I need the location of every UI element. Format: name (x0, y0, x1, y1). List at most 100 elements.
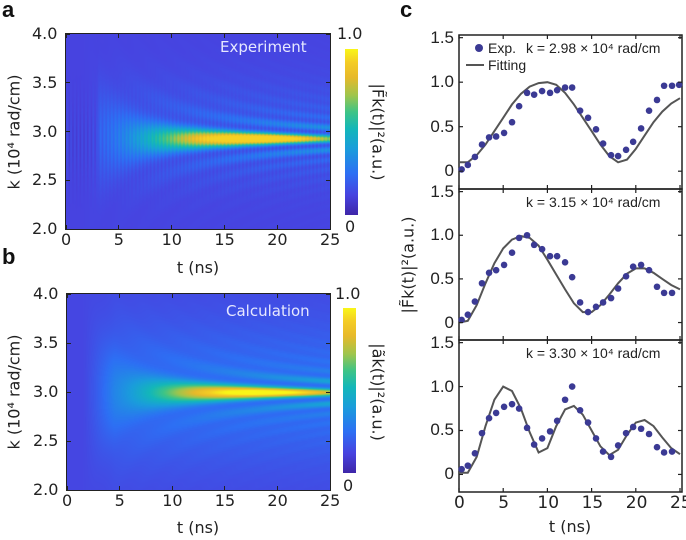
exp-data-point (471, 450, 479, 457)
x-tick-label: 5 (498, 493, 510, 513)
y-tick-label: 3.0 (32, 121, 58, 141)
x-tick-label: 0 (62, 491, 73, 510)
exp-data-point (622, 429, 630, 437)
exp-data-point (546, 89, 554, 97)
y-tick-label: 0 (444, 312, 454, 332)
exp-data-point (637, 425, 645, 433)
exp-data-point (592, 126, 600, 133)
x-tick-mark (223, 225, 226, 229)
y-tick-mark (67, 489, 71, 491)
exp-data-point (523, 89, 531, 97)
x-tick-mark (224, 486, 226, 490)
annotation-k-c2: k = 3.15 × 10⁴ rad/cm (526, 194, 661, 210)
y-tick-mark (67, 342, 71, 344)
exp-data-point (576, 107, 584, 114)
annotation-calculation: Calculation (226, 302, 310, 320)
y-tick-label: 0 (444, 161, 454, 181)
x-tick-label: 10 (161, 230, 182, 249)
exp-data-point (592, 435, 600, 442)
y-tick-label: 3.5 (33, 333, 59, 352)
exp-data-point (622, 146, 630, 154)
exp-data-point (500, 403, 508, 411)
exp-data-point (538, 87, 546, 95)
exp-data-point (645, 430, 653, 438)
exp-data-point (629, 263, 637, 270)
x-tick-mark-top (65, 34, 67, 38)
exp-data-point (530, 241, 538, 249)
x-tick-label: 20 (267, 491, 288, 510)
x-tick-mark (329, 486, 331, 490)
x-tick-mark (276, 225, 278, 229)
exp-data-point (637, 125, 645, 132)
exp-data-point (629, 138, 637, 146)
x-tick-label: 10 (537, 493, 560, 513)
y-tick-mark (67, 293, 71, 295)
exp-data-point (515, 102, 523, 110)
exp-data-point (637, 261, 645, 269)
colorbar-max-b: 1.0 (335, 284, 361, 303)
colorbar-b (343, 308, 356, 473)
exp-data-point (553, 417, 561, 425)
exp-data-point (660, 289, 668, 297)
exp-data-point (645, 266, 653, 274)
x-tick-label: 15 (581, 493, 604, 513)
annotation-experiment: Experiment (220, 38, 307, 56)
x-axis-label-a: t (ns) (176, 258, 220, 277)
exp-data-point (568, 273, 576, 281)
y-tick-mark-right (326, 33, 330, 35)
y-tick-mark-right (326, 342, 330, 344)
colorbar-a (345, 49, 358, 215)
x-tick-mark (329, 225, 331, 229)
exp-data-point (515, 405, 523, 412)
exp-data-point (546, 428, 554, 435)
x-tick-mark (119, 486, 121, 490)
exp-data-point (500, 261, 508, 269)
exp-data-point (675, 81, 683, 89)
legend-exp-label: Exp. (488, 40, 517, 56)
x-tick-label: 20 (625, 493, 648, 513)
exp-data-point (508, 249, 516, 257)
exp-data-point (599, 140, 607, 147)
exp-data-point (614, 442, 622, 449)
plot-frame-a (65, 33, 331, 230)
y-tick-label: 1.5 (430, 181, 454, 201)
y-tick-label: 0.5 (430, 116, 454, 136)
exp-data-point (530, 441, 538, 448)
fitting-line (459, 81, 681, 164)
exp-data-point (622, 272, 630, 280)
subplot-frame (458, 339, 683, 493)
x-tick-mark-top (171, 294, 173, 298)
x-tick-mark-top (223, 34, 226, 38)
exp-data-point (660, 449, 668, 456)
y-tick-label: 2.0 (33, 480, 59, 499)
y-tick-mark-right (326, 82, 330, 84)
fitting-line (458, 235, 681, 324)
y-tick-mark-right (326, 228, 330, 230)
x-tick-mark-top (118, 34, 120, 38)
y-tick-label: 2.5 (32, 170, 58, 190)
exp-data-point (653, 443, 661, 451)
exp-data-point (538, 245, 546, 253)
y-tick-mark (67, 440, 71, 442)
heatmap-experiment (66, 34, 330, 229)
y-tick-mark-right (326, 391, 330, 393)
exp-data-point (607, 294, 615, 302)
x-tick-label: 0 (454, 493, 465, 513)
plot-frame-b (66, 293, 331, 491)
exp-data-point (668, 289, 676, 297)
exp-data-point (458, 316, 465, 324)
y-tick-mark-right (326, 440, 330, 442)
panel-letter-a: a (2, 0, 15, 22)
exp-data-point (485, 269, 493, 277)
exp-data-point (485, 414, 493, 422)
exp-data-point (458, 465, 465, 473)
exp-data-point (653, 283, 661, 291)
exp-data-point (523, 231, 531, 239)
exp-data-point (660, 82, 668, 90)
x-tick-mark-top (276, 34, 278, 38)
x-tick-mark (65, 225, 67, 229)
exp-data-point (530, 91, 538, 98)
x-tick-label: 5 (114, 491, 125, 510)
y-tick-label: 0 (444, 464, 454, 484)
